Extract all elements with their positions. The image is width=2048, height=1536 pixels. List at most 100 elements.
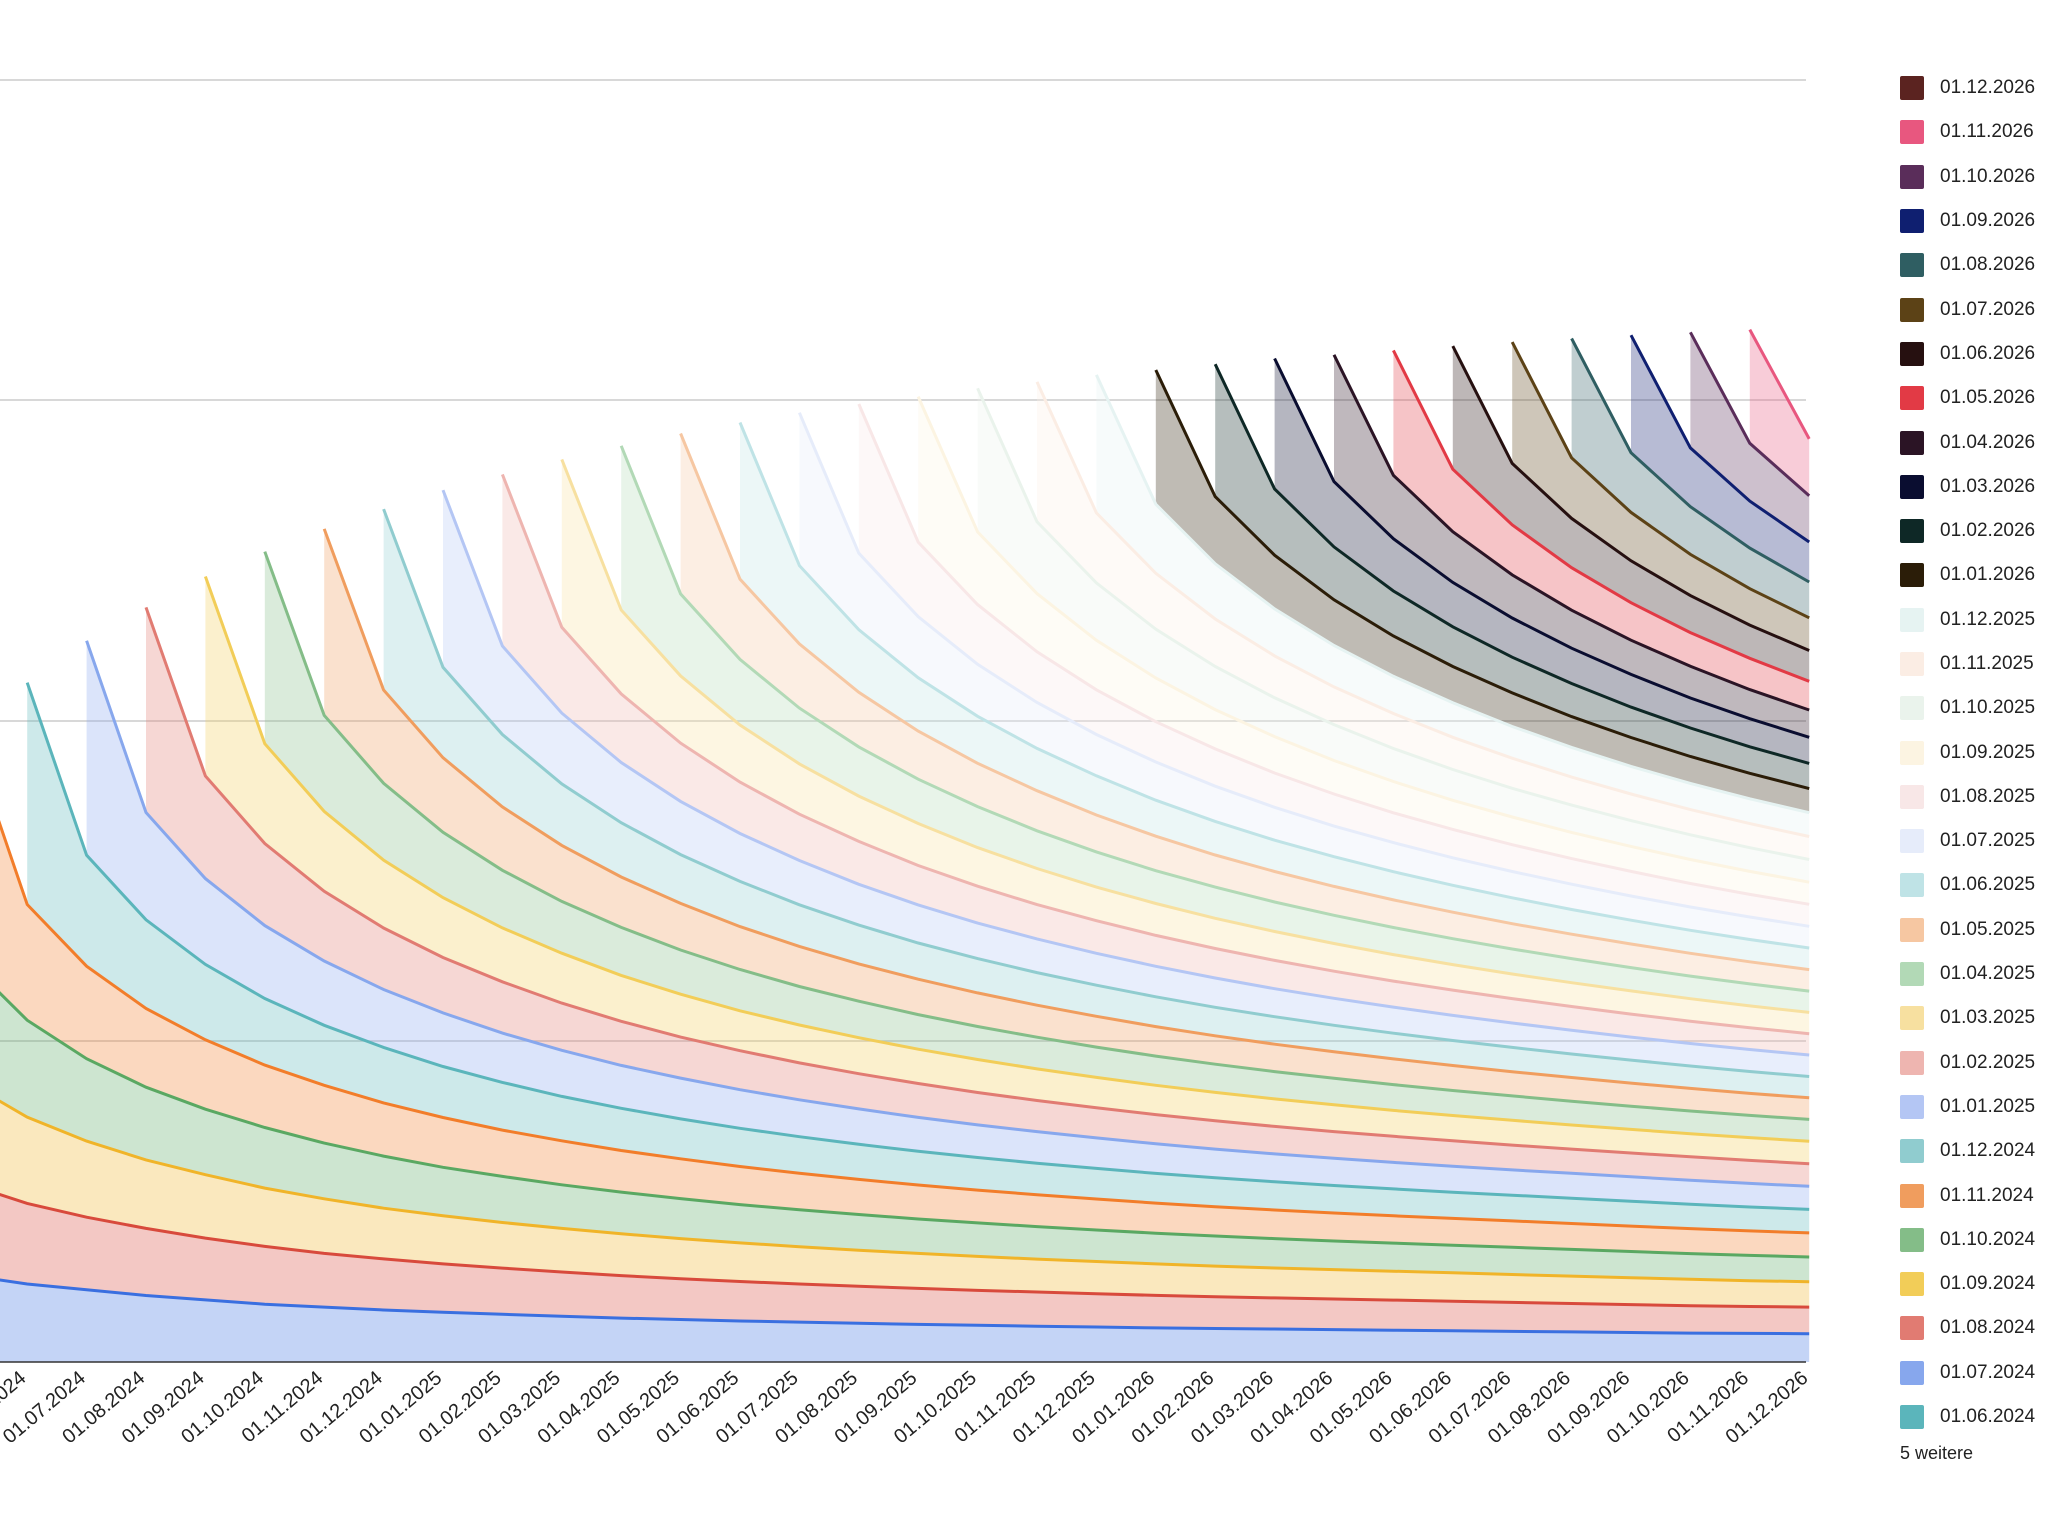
legend-label: 01.12.2026 <box>1940 77 2036 99</box>
series-line <box>1392 349 1810 683</box>
series-line <box>1689 331 1811 497</box>
legend-item[interactable]: 01.08.2024 <box>1900 1306 2048 1350</box>
legend-swatch <box>1900 1227 1924 1252</box>
legend-item[interactable]: 01.03.2026 <box>1900 465 2048 509</box>
series-line <box>25 682 1810 1211</box>
series-area <box>1749 329 1810 496</box>
series-line <box>501 473 1810 1036</box>
series-line <box>203 575 1810 1143</box>
legend-item[interactable]: 01.01.2025 <box>1900 1085 2048 1129</box>
series-line <box>1332 354 1810 712</box>
legend-item[interactable]: 01.05.2025 <box>1900 908 2048 952</box>
legend-label: 01.08.2025 <box>1940 785 2036 807</box>
legend-item[interactable]: 01.10.2026 <box>1900 155 2048 199</box>
series-line <box>1451 345 1810 652</box>
legend-item[interactable]: 01.11.2026 <box>1900 110 2048 154</box>
series-line <box>1570 337 1810 584</box>
series-area <box>1037 381 1810 860</box>
legend-swatch <box>1900 696 1924 721</box>
legend-swatch <box>1900 1316 1924 1341</box>
stacked-area-chart: 01.06.202401.07.202401.08.202401.09.2024… <box>0 79 1812 1448</box>
legend-item[interactable]: 01.04.2025 <box>1900 952 2048 996</box>
legend-label: 01.02.2026 <box>1940 520 2036 542</box>
legend-label: 01.09.2025 <box>1940 741 2036 763</box>
series-area <box>561 459 1810 1034</box>
series-line <box>798 412 1810 928</box>
series-line <box>857 403 1810 906</box>
legend-item[interactable]: 01.06.2025 <box>1900 863 2048 907</box>
series-line <box>738 421 1810 950</box>
series-line <box>1095 374 1810 815</box>
legend-label: 01.06.2025 <box>1940 874 2036 896</box>
legend-item[interactable]: 01.11.2024 <box>1900 1173 2048 1217</box>
legend-label: 01.11.2025 <box>1940 653 2034 674</box>
legend-item[interactable]: 01.04.2026 <box>1900 420 2048 464</box>
series-line <box>85 640 1810 1188</box>
legend-item[interactable]: 01.11.2025 <box>1900 642 2048 686</box>
series-area <box>621 445 1810 1013</box>
series-area <box>1452 346 1810 682</box>
legend-item[interactable]: 01.09.2025 <box>1900 730 2048 774</box>
legend-label: 01.07.2025 <box>1940 830 2036 852</box>
series-line <box>263 551 1810 1121</box>
legend-swatch <box>1900 253 1924 278</box>
legend-item[interactable]: 01.07.2026 <box>1900 287 2048 331</box>
legend-swatch <box>1900 1272 1924 1297</box>
series-area <box>0 824 1810 1257</box>
series-area <box>0 993 1810 1282</box>
legend-item[interactable]: 01.09.2026 <box>1900 199 2048 243</box>
legend-label: 01.10.2025 <box>1940 697 2036 719</box>
legend-item[interactable]: 01.02.2025 <box>1900 1041 2048 1085</box>
legend-label: 01.01.2025 <box>1940 1095 2036 1117</box>
series-area <box>86 640 1810 1210</box>
series-line <box>0 1099 1810 1284</box>
series-area <box>1631 335 1810 582</box>
legend-item[interactable]: 01.07.2024 <box>1900 1351 2048 1395</box>
legend-label: 01.03.2026 <box>1940 475 2036 497</box>
legend-item[interactable]: 01.12.2025 <box>1900 598 2048 642</box>
legend-label: 01.08.2026 <box>1940 254 2036 276</box>
series-area <box>1215 364 1810 789</box>
legend-item[interactable]: 01.12.2024 <box>1900 1129 2048 1173</box>
legend-label: 01.09.2024 <box>1940 1273 2036 1295</box>
series-area <box>1096 374 1810 837</box>
series-line <box>1154 369 1810 791</box>
legend-label: 01.03.2025 <box>1940 1007 2036 1029</box>
legend-item[interactable]: 01.10.2025 <box>1900 686 2048 730</box>
legend-label: 01.10.2024 <box>1940 1228 2036 1250</box>
legend-item[interactable]: 01.12.2026 <box>1900 66 2048 110</box>
legend-item[interactable]: 01.01.2026 <box>1900 553 2048 597</box>
series-area <box>0 1194 1810 1334</box>
legend-item[interactable]: 01.09.2024 <box>1900 1262 2048 1306</box>
series-line <box>1035 381 1810 838</box>
area-series <box>0 329 1810 1362</box>
legend-item[interactable]: 01.08.2025 <box>1900 775 2048 819</box>
legend-label: 01.07.2024 <box>1940 1361 2036 1383</box>
series-area <box>0 1280 1810 1362</box>
legend-item[interactable]: 01.06.2026 <box>1900 332 2048 376</box>
legend-label: 01.04.2026 <box>1940 431 2036 453</box>
legend-label: 01.12.2025 <box>1940 608 2036 630</box>
series-line <box>1748 328 1811 440</box>
legend-item[interactable]: 01.07.2025 <box>1900 819 2048 863</box>
legend-swatch <box>1900 1405 1924 1430</box>
legend-item[interactable]: 01.03.2025 <box>1900 996 2048 1040</box>
legend-swatch <box>1900 1183 1924 1208</box>
series-line <box>322 528 1810 1100</box>
legend-swatch <box>1900 917 1924 942</box>
legend-label: 01.02.2025 <box>1940 1051 2036 1073</box>
legend-item[interactable]: 01.08.2026 <box>1900 243 2048 287</box>
legend-swatch <box>1900 209 1924 234</box>
series-line <box>916 395 1810 884</box>
legend-label: 01.12.2024 <box>1940 1140 2036 1162</box>
legend-swatch <box>1900 784 1924 809</box>
x-tick-labels: 01.06.202401.07.202401.08.202401.09.2024… <box>0 1367 1812 1448</box>
legend-item[interactable]: 01.02.2026 <box>1900 509 2048 553</box>
legend-item[interactable]: 01.10.2024 <box>1900 1218 2048 1262</box>
legend-list: 01.12.2026 01.11.2026 01.10.2026 01.09.2026… <box>1900 66 2048 1439</box>
legend-swatch <box>1900 297 1924 322</box>
legend-more-label[interactable]: 5 weitere <box>1900 1443 1974 1464</box>
legend-item[interactable]: 01.05.2026 <box>1900 376 2048 420</box>
legend-item[interactable]: 01.06.2024 <box>1900 1395 2048 1439</box>
series-area <box>858 404 1810 927</box>
